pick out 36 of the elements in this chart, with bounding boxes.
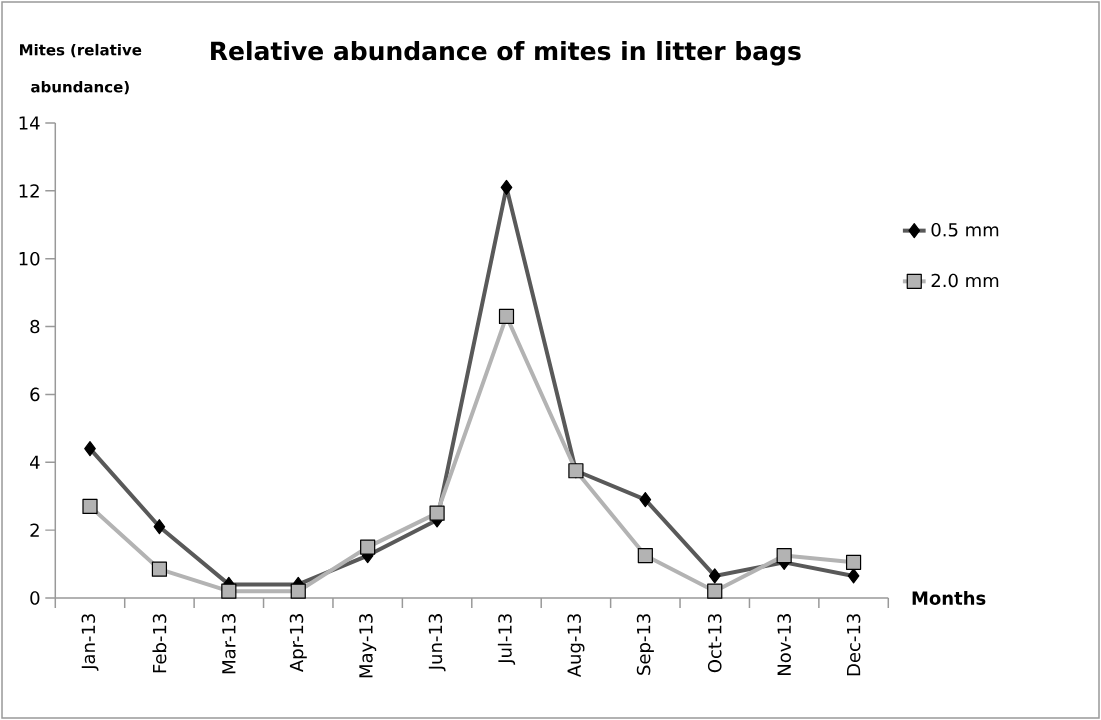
point (776, 547, 792, 564)
x-tick-label: Jul-13 (497, 614, 516, 665)
point (360, 539, 376, 555)
y-tick-label: 6 (30, 387, 40, 402)
point (498, 308, 515, 324)
point (221, 583, 237, 599)
x-tick-label: Aug-13 (567, 614, 585, 678)
legend-label: 0.5 mm (931, 222, 999, 237)
point (290, 583, 306, 599)
x-tick-label: Sep-13 (636, 614, 654, 675)
x-tick-label: Dec-13 (846, 614, 861, 676)
point (707, 583, 723, 599)
x-tick-label: Jan-13 (81, 614, 99, 671)
y-tick-label: 8 (30, 319, 40, 334)
x-tick-label: May-13 (359, 614, 377, 678)
legend-label: 2.0 mm (931, 273, 999, 288)
point (151, 561, 168, 577)
x-tick-label: Feb-13 (152, 614, 167, 673)
y-tick-label: 2 (30, 523, 39, 537)
x-tick-label: Oct-13 (707, 614, 722, 673)
y-tick-label: 12 (19, 184, 39, 198)
point (429, 505, 445, 521)
point (637, 547, 653, 564)
x-tick-label: Mar-13 (222, 614, 236, 674)
y-tick-label: 10 (19, 251, 40, 266)
point (845, 554, 862, 570)
chart-title: Relative abundance of mites in litter bags (211, 40, 801, 66)
y-tick-label: 4 (30, 455, 40, 469)
y-tick-label: 0 (30, 591, 40, 605)
point (82, 498, 98, 514)
x-tick-label: Jun-13 (428, 614, 446, 672)
y-tick-label: 14 (19, 116, 40, 130)
x-axis-title: Months (912, 591, 986, 605)
x-tick-label: Nov-13 (777, 614, 791, 675)
text: Mites (relative abundance) (20, 43, 142, 95)
x-tick-label: Apr-13 (289, 614, 307, 672)
